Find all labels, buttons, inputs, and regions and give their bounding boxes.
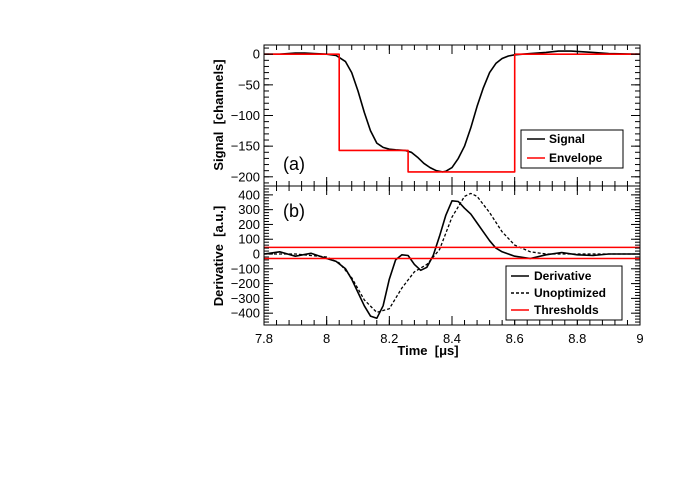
y-tick-label: −100 (231, 108, 260, 123)
envelope-line (264, 53, 640, 173)
y-tick-label: −100 (231, 261, 260, 276)
panel-b-legend-box (505, 265, 623, 321)
x-tick-label: 8.8 (568, 331, 586, 346)
legend-thresholds-label: Thresholds (534, 303, 599, 317)
y-tick-label: 200 (238, 217, 260, 232)
x-tick-label: 8.2 (380, 331, 398, 346)
panel-b-x-axis-title: Time [μs] (397, 343, 458, 358)
x-tick-label: 9 (636, 331, 643, 346)
y-tick-label: −400 (231, 306, 260, 321)
legend-envelope-label: Envelope (549, 151, 603, 165)
y-tick-label: −300 (231, 291, 260, 306)
y-tick-label: −200 (231, 276, 260, 291)
legend-signal-label: Signal (549, 132, 585, 146)
y-tick-label: −50 (238, 77, 260, 92)
panel-b-label: (b) (283, 201, 305, 221)
panel-a: (a) 0 −50 −100 −150 −200 Signal [channels] S… (211, 44, 641, 187)
panel-a-y-axis-title: Signal [channels] (211, 59, 226, 170)
y-tick-label: 0 (253, 247, 260, 262)
panel-b-legend: Derivative Unoptimized Thresholds (505, 265, 623, 321)
x-tick-label: 8.6 (506, 331, 524, 346)
y-tick-label: 300 (238, 202, 260, 217)
x-tick-label: 8.4 (443, 331, 461, 346)
panel-a-legend: Signal Envelope (520, 129, 624, 169)
legend-unoptimized-label: Unoptimized (534, 286, 606, 300)
y-tick-label: 100 (238, 232, 260, 247)
panel-a-legend-box (520, 129, 624, 169)
legend-derivative-label: Derivative (534, 269, 592, 283)
y-tick-label: 400 (238, 187, 260, 202)
panel-a-label: (a) (283, 154, 305, 174)
y-tick-label: −150 (231, 139, 260, 154)
x-tick-label: 7.8 (255, 331, 273, 346)
panel-b-y-axis-title: Derivative [a.u.] (211, 206, 226, 306)
y-tick-label: 0 (253, 47, 260, 62)
y-tick-label: −200 (231, 169, 260, 184)
x-tick-label: 8 (323, 331, 330, 346)
